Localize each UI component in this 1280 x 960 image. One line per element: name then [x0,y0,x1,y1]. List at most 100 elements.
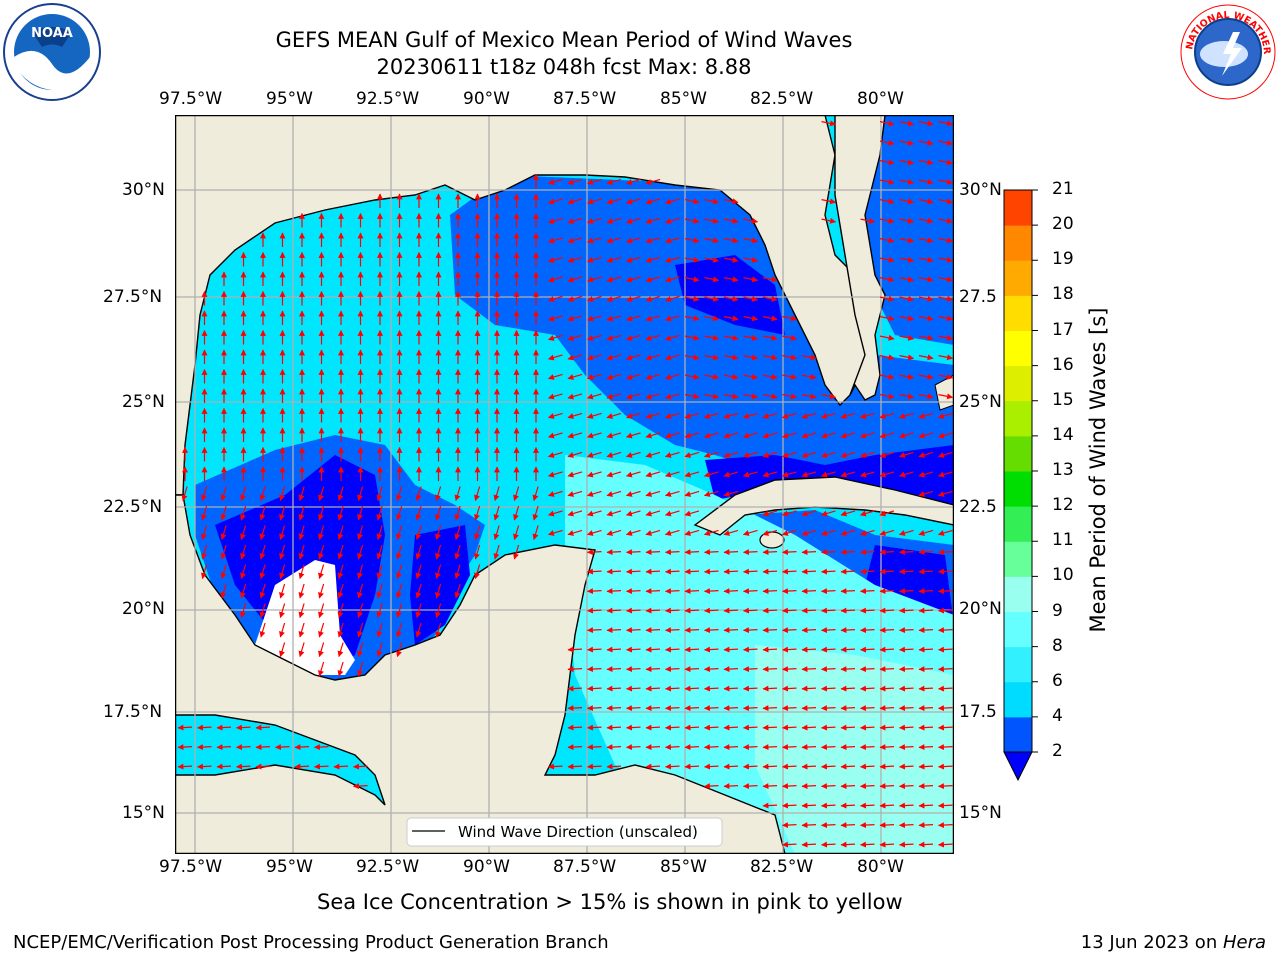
wind-wave-arrow [606,237,622,244]
wind-wave-arrow [606,510,622,517]
wind-wave-arrow [762,588,778,595]
wind-wave-arrow [586,237,602,244]
wind-wave-arrow [235,744,251,751]
wind-wave-arrow [938,334,954,341]
wind-wave-arrow [937,412,953,419]
wind-wave-arrow [645,432,661,439]
wind-wave-arrow [645,490,661,497]
wind-wave-arrow [743,295,759,302]
wind-wave-arrow [898,666,914,673]
wind-wave-arrow [415,544,422,560]
wind-wave-arrow [337,622,344,638]
wind-wave-arrow [664,354,680,361]
wind-wave-arrow [703,412,719,419]
wind-wave-arrow [801,744,817,751]
wind-wave-arrow [918,588,934,595]
wind-wave-arrow [337,642,344,658]
wind-wave-arrow [938,354,954,361]
colorbar-segment [1004,646,1032,683]
colorbar-segment [1004,295,1032,331]
wind-wave-arrow [645,412,661,419]
wind-wave-arrow [567,393,583,400]
lon-tick-top: 87.5°W [553,89,617,109]
wind-wave-arrow [279,642,286,658]
wind-wave-arrow [357,661,364,677]
wind-wave-arrow [376,603,383,619]
wind-wave-arrow [220,486,227,502]
wind-wave-arrow [625,471,641,478]
wind-wave-arrow [606,276,622,283]
wind-wave-arrow [879,471,895,478]
lon-tick-bottom: 80°W [857,857,904,877]
wind-wave-arrow [625,217,641,224]
wind-wave-arrow [547,276,563,283]
wind-wave-arrow [879,139,895,146]
wind-wave-arrow [645,666,661,673]
wind-wave-arrow [820,685,836,692]
wind-wave-arrow [742,763,758,770]
wind-wave-arrow [742,432,758,439]
wind-wave-arrow [723,490,739,497]
wind-wave-arrow [781,685,797,692]
lat-tick-left: 27.5°N [103,287,163,307]
wind-wave-arrow [762,412,778,419]
colorbar-segment [1004,541,1032,577]
wind-wave-arrow [645,685,661,692]
wind-wave-arrow [898,744,914,751]
wind-wave-arrow [645,256,661,263]
lon-tick-top: 95°W [266,89,313,109]
wind-wave-arrow [664,432,680,439]
wind-wave-arrow [918,412,934,419]
wind-wave-arrow [723,198,739,205]
wind-wave-arrow [723,529,739,536]
lon-tick-bottom: 82.5°W [750,857,814,877]
wind-wave-arrow [567,354,583,361]
wind-wave-arrow [547,763,563,770]
wind-wave-arrow [762,471,778,478]
map-frame [174,114,955,855]
lat-tick-left: 17.5°N [103,702,163,722]
wind-wave-arrow [781,412,797,419]
wind-wave-arrow [664,198,680,205]
wind-wave-arrow [898,451,914,458]
wind-wave-arrow [298,505,305,521]
wind-wave-arrow [821,120,837,127]
wind-wave-arrow [625,432,641,439]
wind-wave-arrow [781,607,797,614]
wind-wave-arrow [781,822,797,829]
wind-wave-arrow [259,525,266,541]
wind-wave-arrow [879,685,895,692]
wind-wave-arrow [820,802,836,809]
lon-tick-top: 82.5°W [750,89,814,109]
wind-wave-arrow [723,451,739,458]
wind-wave-arrow [606,744,622,751]
wind-wave-arrow [859,646,875,653]
wind-wave-arrow [801,685,817,692]
wind-wave-arrow [567,451,583,458]
wind-wave-arrow [606,315,622,322]
wind-wave-arrow [318,583,325,599]
wind-wave-arrow [684,705,700,712]
wind-wave-arrow [762,802,778,809]
colorbar-segment [1004,716,1032,753]
wind-wave-arrow [376,544,383,560]
wind-wave-arrow [938,315,954,322]
wind-wave-arrow [879,373,895,380]
wind-wave-arrow [567,198,583,205]
wind-wave-arrow [606,354,622,361]
wind-wave-arrow [782,315,798,322]
wind-wave-arrow [781,588,797,595]
wind-wave-arrow [859,471,875,478]
wind-wave-arrow [704,373,720,380]
wind-wave-arrow [684,393,700,400]
colorbar-segment [1004,260,1032,296]
wind-wave-arrow [240,525,247,541]
wind-wave-arrow [664,373,680,380]
wind-wave-arrow [743,334,759,341]
wind-wave-arrow [938,159,954,166]
wind-wave-arrow [743,237,759,244]
wind-wave-arrow [606,627,622,634]
wind-wave-arrow [703,588,719,595]
wind-wave-arrow [879,198,895,205]
wind-wave-arrow [723,354,739,361]
